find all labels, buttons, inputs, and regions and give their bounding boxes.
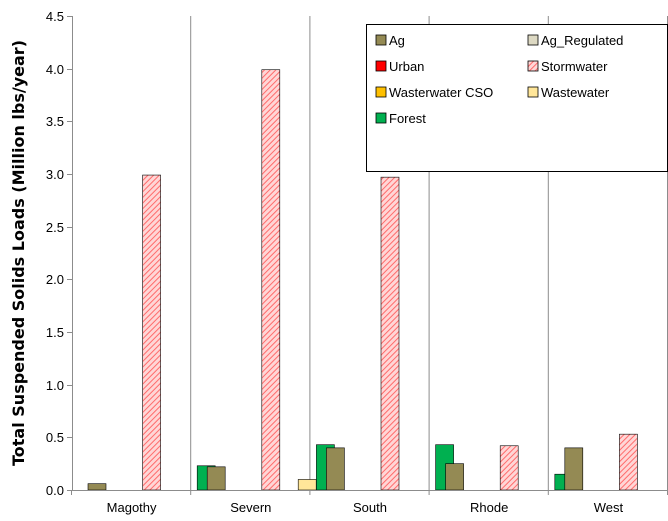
legend-label: Stormwater: [541, 59, 608, 74]
x-tick-label: Severn: [230, 500, 271, 515]
axes: [67, 16, 668, 495]
legend-swatch: [527, 34, 539, 46]
legend: Ag Ag_Regulated Urban Stormwater Wasterwater…: [366, 24, 668, 172]
bar-stormwater-magothy: [142, 174, 161, 491]
bar-stormwater-south: [380, 176, 400, 491]
bar-wastewater-severn: [297, 479, 317, 491]
bar-ag-rhode: [445, 463, 464, 491]
bar-stormwater-severn: [261, 69, 281, 491]
y-axis-title: Total Suspended Solids Loads (Million lb…: [9, 40, 28, 466]
bars: [87, 69, 638, 491]
y-tick-label: 0.0: [46, 483, 64, 498]
tick-labels: 0.0 0.5 1.0 1.5 2.0 2.5 3.0 3.5 4.0 4.5 Magothy Sev…: [46, 9, 624, 515]
bar-ag-west: [564, 447, 584, 491]
legend-label: Ag: [389, 33, 405, 48]
y-tick-label: 2.5: [46, 220, 64, 235]
legend-swatch: [375, 60, 387, 72]
legend-swatch: [375, 34, 387, 46]
bar-ag-south: [326, 447, 345, 491]
bar-ag-severn: [206, 466, 226, 491]
y-tick-label: 0.5: [46, 430, 64, 445]
legend-swatch: [527, 86, 539, 98]
legend-label: Wasterwater CSO: [389, 85, 493, 100]
y-tick-label: 3.0: [46, 167, 64, 182]
y-tick-label: 4.5: [46, 9, 64, 24]
bar-stormwater-rhode: [499, 445, 519, 491]
legend-box: [366, 24, 668, 172]
y-tick-label: 1.5: [46, 325, 64, 340]
legend-label: Ag_Regulated: [541, 33, 623, 48]
x-tick-label: Rhode: [470, 500, 508, 515]
x-tick-label: West: [594, 500, 624, 515]
bar-stormwater-west: [619, 433, 638, 491]
x-tick-label: Magothy: [107, 500, 157, 515]
y-tick-label: 2.0: [46, 272, 64, 287]
x-tick-label: South: [353, 500, 387, 515]
legend-label: Urban: [389, 59, 424, 74]
legend-swatch: [375, 86, 387, 98]
legend-label: Forest: [389, 111, 426, 126]
y-tick-label: 1.0: [46, 378, 64, 393]
y-tick-label: 4.0: [46, 62, 64, 77]
legend-label: Wastewater: [541, 85, 610, 100]
y-tick-label: 3.5: [46, 114, 64, 129]
legend-swatch: [527, 60, 539, 72]
bar-ag-magothy: [87, 483, 107, 491]
legend-swatch: [375, 112, 387, 124]
